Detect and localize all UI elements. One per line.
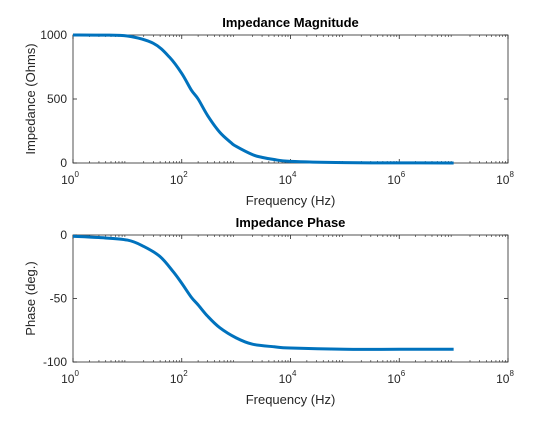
x-tick-exponent: 6 [401, 369, 406, 378]
x-tick-label: 102 [170, 369, 188, 386]
chart-title: Impedance Magnitude [222, 15, 359, 30]
y-tick-label: 500 [47, 92, 67, 106]
x-tick-exponent: 2 [183, 170, 188, 179]
y-tick-label: 1000 [40, 28, 67, 42]
x-tick-label: 104 [279, 369, 297, 386]
series-line-1 [72, 234, 454, 351]
y-tick-label: 0 [60, 156, 67, 170]
x-tick-exponent: 8 [509, 369, 514, 378]
x-tick-base: 10 [170, 173, 184, 187]
x-tick-label: 100 [61, 170, 79, 187]
x-tick-label: 106 [387, 170, 405, 187]
x-tick-label: 100 [61, 369, 79, 386]
axes-box-1 [72, 234, 509, 363]
y-axis-label: Phase (deg.) [23, 261, 38, 335]
x-tick-exponent: 8 [509, 170, 514, 179]
x-axis-label: Frequency (Hz) [246, 392, 336, 407]
x-tick-base: 10 [496, 173, 510, 187]
x-tick-exponent: 2 [183, 369, 188, 378]
x-tick-base: 10 [61, 173, 75, 187]
y-tick-label: -100 [43, 355, 67, 369]
chart-title: Impedance Phase [236, 215, 346, 230]
x-tick-label: 102 [170, 170, 188, 187]
y-axis-label: Impedance (Ohms) [23, 43, 38, 154]
x-tick-label: 104 [279, 170, 297, 187]
series-line-0 [72, 33, 454, 165]
x-tick-exponent: 0 [74, 369, 79, 378]
x-tick-base: 10 [279, 173, 293, 187]
x-tick-label: 106 [387, 369, 405, 386]
y-tick-label: -50 [50, 292, 68, 306]
x-tick-exponent: 4 [292, 369, 297, 378]
x-tick-base: 10 [61, 372, 75, 386]
x-tick-base: 10 [279, 372, 293, 386]
x-tick-exponent: 0 [74, 170, 79, 179]
x-tick-base: 10 [170, 372, 184, 386]
x-tick-exponent: 4 [292, 170, 297, 179]
x-tick-label: 108 [496, 369, 514, 386]
x-tick-base: 10 [496, 372, 510, 386]
x-tick-base: 10 [387, 173, 401, 187]
x-tick-base: 10 [387, 372, 401, 386]
x-tick-label: 108 [496, 170, 514, 187]
x-tick-exponent: 6 [401, 170, 406, 179]
x-axis-label: Frequency (Hz) [246, 193, 336, 208]
y-tick-label: 0 [60, 228, 67, 242]
axes-box-0 [72, 34, 509, 164]
